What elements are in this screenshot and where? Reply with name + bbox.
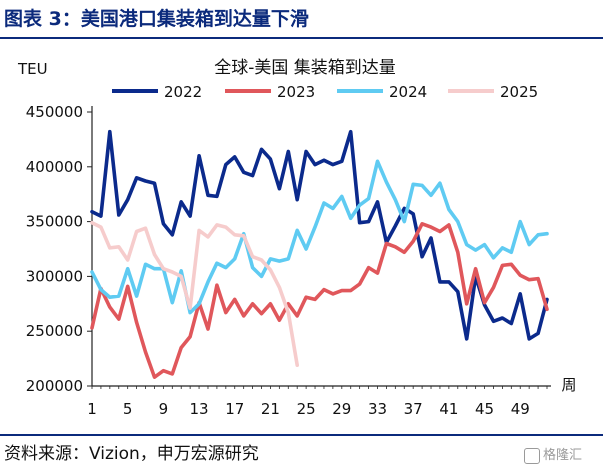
series-line-2023 bbox=[90, 222, 549, 380]
y-tick-label: 400000 bbox=[26, 158, 83, 176]
y-tick-label: 300000 bbox=[26, 267, 83, 285]
chart-title: 全球-美国 集装箱到达量 bbox=[214, 58, 396, 78]
legend-label-2025: 2025 bbox=[500, 83, 538, 101]
title-divider bbox=[0, 37, 603, 39]
line-chart: 全球-美国 集装箱到达量 2022 2023 2024 2025 TEU 200000 2… bbox=[17, 58, 577, 418]
series-line-2025 bbox=[90, 220, 300, 368]
x-tick-label: 25 bbox=[297, 400, 316, 418]
x-tick-label: 21 bbox=[261, 400, 280, 418]
series-line-2024 bbox=[90, 159, 549, 315]
y-tick-label: 450000 bbox=[26, 103, 83, 121]
y-tick-label: 350000 bbox=[26, 213, 83, 231]
figure-title: 图表 3：美国港口集装箱到达量下滑 bbox=[4, 8, 309, 30]
x-tick-label: 45 bbox=[475, 400, 494, 418]
chart-series bbox=[90, 129, 549, 380]
x-tick-label: 1 bbox=[87, 400, 97, 418]
watermark: 格隆汇 bbox=[524, 445, 582, 467]
y-tick-label: 200000 bbox=[26, 377, 83, 395]
y-axis-label: TEU bbox=[17, 60, 48, 78]
x-tick-label: 41 bbox=[439, 400, 458, 418]
x-tick-label: 33 bbox=[368, 400, 387, 418]
x-tick-label: 13 bbox=[190, 400, 209, 418]
chart-axes: TEU 200000 250000 300000 350000 400000 450000 1… bbox=[17, 60, 577, 418]
x-axis-label: 周 bbox=[561, 376, 576, 394]
legend-label-2024: 2024 bbox=[389, 83, 427, 101]
x-tick-label: 17 bbox=[225, 400, 244, 418]
x-tick-label: 9 bbox=[159, 400, 169, 418]
source-note: 资料来源：Vizion，申万宏源研究 bbox=[4, 444, 259, 464]
x-tick-label: 29 bbox=[332, 400, 351, 418]
series-line-2022 bbox=[90, 129, 549, 341]
x-tick-label: 49 bbox=[511, 400, 530, 418]
watermark-text: 格隆汇 bbox=[543, 448, 583, 463]
watermark-logo-icon bbox=[524, 447, 540, 464]
footer-divider bbox=[0, 434, 603, 436]
chart-legend: 2022 2023 2024 2025 bbox=[112, 83, 538, 101]
legend-label-2023: 2023 bbox=[277, 83, 315, 101]
x-tick-label: 5 bbox=[123, 400, 133, 418]
x-tick-label: 37 bbox=[404, 400, 423, 418]
legend-label-2022: 2022 bbox=[164, 83, 202, 101]
y-tick-label: 250000 bbox=[26, 322, 83, 340]
chart-title-layer: 全球-美国 集装箱到达量 bbox=[214, 58, 396, 78]
